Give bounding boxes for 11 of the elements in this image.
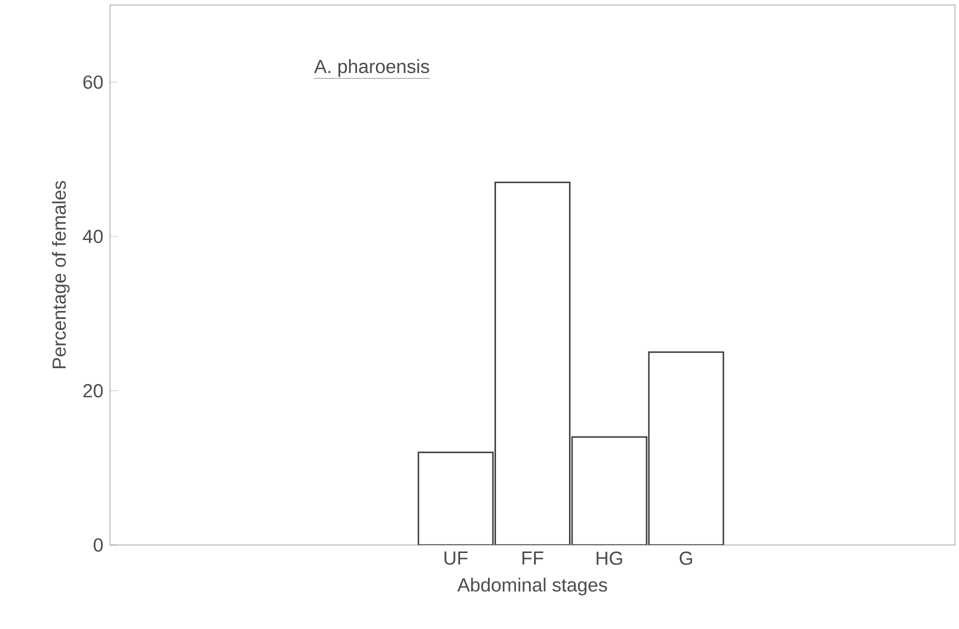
x-tick-label: UF — [444, 552, 468, 565]
text: A. pharoensis — [314, 59, 430, 77]
x-tick-label: FF — [522, 552, 544, 565]
y-tick-label: 0 — [94, 538, 103, 552]
y-tick-label: 40 — [82, 230, 103, 244]
y-axis-title: Percentage of females — [52, 181, 70, 368]
x-tick-label: G — [680, 552, 692, 565]
x-tick-label: HG — [596, 552, 622, 565]
y-tick-label: 60 — [83, 75, 103, 89]
x-axis-title: Abdominal stages — [457, 578, 608, 596]
y-tick-label: 20 — [83, 384, 103, 398]
